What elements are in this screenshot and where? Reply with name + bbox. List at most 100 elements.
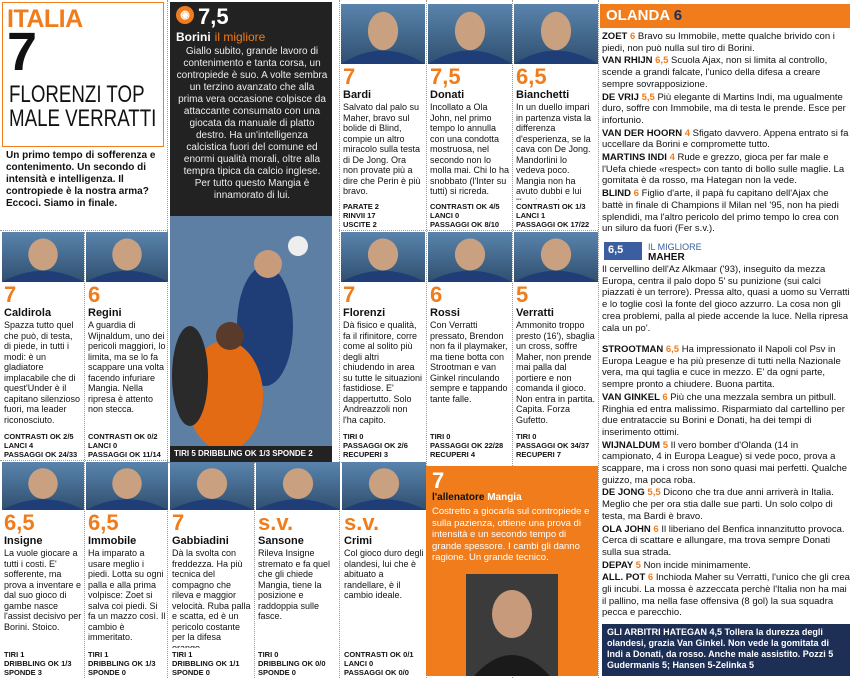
olanda-rating-name: DE JONG	[602, 487, 648, 499]
player-stat: PASSAGGI OK 8/10	[430, 220, 500, 229]
player-name: Caldirola	[4, 307, 52, 319]
player-photo	[428, 4, 512, 64]
player-card: 7 Caldirola Spazza tutto quel che può, di …	[2, 232, 84, 460]
player-stat: CONTRASTI OK 2/5	[4, 432, 74, 441]
olanda-rating-vote: 4	[684, 127, 693, 139]
olanda-best-box: 6,5 IL MIGLIORE MAHER	[602, 240, 850, 262]
player-stat: USCITE 2	[343, 220, 377, 229]
player-photo	[341, 232, 425, 282]
player-stat: TIRI 1	[172, 650, 193, 659]
player-photo	[514, 232, 598, 282]
olanda-rating-name: STROOTMAN	[602, 344, 666, 355]
headline-line-2: MALE VERRATTI	[9, 105, 157, 132]
player-name: Gabbiadini	[172, 535, 229, 547]
player-stat: CONTRASTI OK 0/1	[344, 650, 414, 659]
player-photo	[341, 4, 425, 64]
player-text: A guardia di Wijnaldum, uno dei pericoli…	[88, 320, 166, 414]
player-text: Dà la svolta con freddezza. Ha più tecni…	[172, 548, 251, 648]
player-vote: 6,5	[516, 64, 547, 89]
player-stat: SPONDE 0	[258, 668, 296, 677]
player-stat: PASSAGGI OK 34/37	[516, 441, 590, 450]
olanda-rating-name: DEPAY	[602, 559, 636, 571]
olanda-rating-vote: 5,5	[647, 487, 664, 499]
player-stats: PARATE 2 RINVII 17 USCITE 2	[343, 202, 423, 229]
player-name: Insigne	[4, 535, 43, 547]
player-photo	[428, 232, 512, 282]
olanda-rating-name: WIJNALDUM	[602, 439, 663, 451]
player-photo	[2, 462, 84, 510]
headline: FLORENZI TOP MALE VERRATTI	[9, 83, 157, 132]
player-photo	[2, 232, 84, 282]
player-name: Florenzi	[343, 307, 386, 319]
olanda-rating: VAN RHIJN 6,5 Scuola Ajax, non si limita…	[602, 55, 850, 90]
player-text: Ammonito troppo presto (16'), sbaglia un…	[516, 320, 596, 425]
team-vote: 7	[7, 22, 38, 82]
olanda-rating-text: Ha impressionato il Napoli col Psv in Eu…	[602, 344, 841, 391]
player-text: La vuole giocare a tutti i costi. E' sof…	[4, 548, 82, 632]
player-stat: RECUPERI 4	[430, 450, 476, 459]
player-stat: DRIBBLING OK 1/3	[88, 659, 156, 668]
player-stat: PARATE 2	[343, 202, 379, 211]
player-stat: LANCI 0	[344, 659, 374, 668]
olanda-rating: DEPAY 5 Non incide minimamente.	[602, 560, 850, 572]
player-stat: LANCI 4	[4, 441, 34, 450]
player-stat: TIRI 0	[516, 432, 537, 441]
olanda-ratings: ZOET 6 Bravo su Immobile, mette qualche …	[602, 31, 850, 236]
player-text: Salvato dal palo su Maher, bravo sul bol…	[343, 102, 421, 196]
player-text: Incollato a Ola John, nel primo tempo lo…	[430, 102, 510, 196]
olanda-header: OLANDA 6	[600, 4, 850, 28]
player-text: Ha imparato a usare meglio i piedi. Lott…	[88, 548, 166, 642]
player-stats: TIRI 0 PASSAGGI OK 22/28 RECUPERI 4	[430, 432, 510, 459]
best-tag: il migliore	[214, 30, 266, 44]
player-vote: 6	[88, 282, 101, 307]
player-stat: TIRI 0	[343, 432, 364, 441]
olanda-rating: MARTINS INDI 4 Rude e grezzo, gioca per …	[602, 152, 850, 187]
player-stat: PASSAGGI OK 24/33	[4, 450, 78, 459]
player-card: 7,5 Donati Incollato a Ola John, nel primo…	[428, 4, 512, 230]
player-stats: CONTRASTI OK 1/3 LANCI 1 PASSAGGI OK 17/22	[516, 202, 596, 229]
olanda-best-label: IL MIGLIORE	[648, 242, 702, 252]
player-stats: CONTRASTI OK 4/5 LANCI 0 PASSAGGI OK 8/10	[430, 202, 510, 229]
coach-title: l'allenatore Mangia	[432, 492, 522, 503]
olanda-rating-vote: 6,5	[665, 344, 682, 355]
player-photo	[256, 462, 340, 510]
olanda-rating: BLIND 6 Figlio d'arte, il papà fu capita…	[602, 188, 850, 235]
olanda-rating-text: Più elegante di Martins Indi, ma ugualme…	[602, 91, 846, 126]
olanda-rating-vote: 6	[653, 523, 662, 535]
player-stats: TIRI 0 PASSAGGI OK 34/37 RECUPERI 7	[516, 432, 596, 459]
coach-vote: 7	[432, 468, 445, 493]
player-name: Bardi	[343, 89, 372, 101]
player-stats: TIRI 1 DRIBBLING OK 1/3 SPONDE 3	[4, 650, 82, 677]
player-name: Donati	[430, 89, 465, 101]
player-stats: TIRI 0 DRIBBLING OK 0/0 SPONDE 0	[258, 650, 338, 677]
player-stats: TIRI 0 PASSAGGI OK 2/6 RECUPERI 3	[343, 432, 423, 459]
player-name: Immobile	[88, 535, 137, 547]
player-photo	[342, 462, 426, 510]
player-stat: RECUPERI 3	[343, 450, 389, 459]
team-name: ITALIA	[7, 5, 83, 33]
best-player-name: Borini	[176, 30, 211, 44]
player-card: 6,5 Insigne La vuole giocare a tutti i cos…	[2, 462, 84, 678]
player-vote: 6,5	[88, 510, 119, 535]
olanda-rating-name: ALL. POT	[602, 572, 648, 584]
olanda-best-text: Il cervellino dell'Az Alkmaar ('93), ins…	[602, 264, 850, 334]
olanda-rating-text: Sfigato davvero. Appena entrato si fa uc…	[602, 127, 849, 151]
player-photo	[86, 232, 168, 282]
player-stats: CONTRASTI OK 2/5 LANCI 4 PASSAGGI OK 24/33	[4, 432, 82, 459]
player-stat: CONTRASTI OK 0/2	[88, 432, 158, 441]
player-text: Col gioco duro degli olandesi, lui che è…	[344, 548, 424, 600]
olanda-best-name: MAHER	[648, 252, 685, 262]
player-stats: CONTRASTI OK 0/1 LANCI 0 PASSAGGI OK 0/0	[344, 650, 424, 677]
player-vote: 7	[343, 282, 356, 307]
olanda-rating-text: Più che una mezzala sembra un pitbull. R…	[602, 391, 845, 438]
best-stats: TIRI 5 DRIBBLING OK 1/3 SPONDE 2	[170, 446, 332, 462]
player-photo	[170, 462, 254, 510]
player-name: Rossi	[430, 307, 460, 319]
player-text: Dà fisico e qualità, fa il rifinitore, c…	[343, 320, 423, 425]
player-card: 6 Regini A guardia di Wijnaldum, uno dei p…	[86, 232, 168, 460]
player-card: 7 Gabbiadini Dà la svolta con freddezza. H…	[170, 462, 254, 678]
player-stat: CONTRASTI OK 4/5	[430, 202, 500, 211]
player-stat: LANCI 1	[516, 211, 546, 220]
player-stat: TIRI 0	[258, 650, 279, 659]
player-stat: TIRI 1	[88, 650, 109, 659]
